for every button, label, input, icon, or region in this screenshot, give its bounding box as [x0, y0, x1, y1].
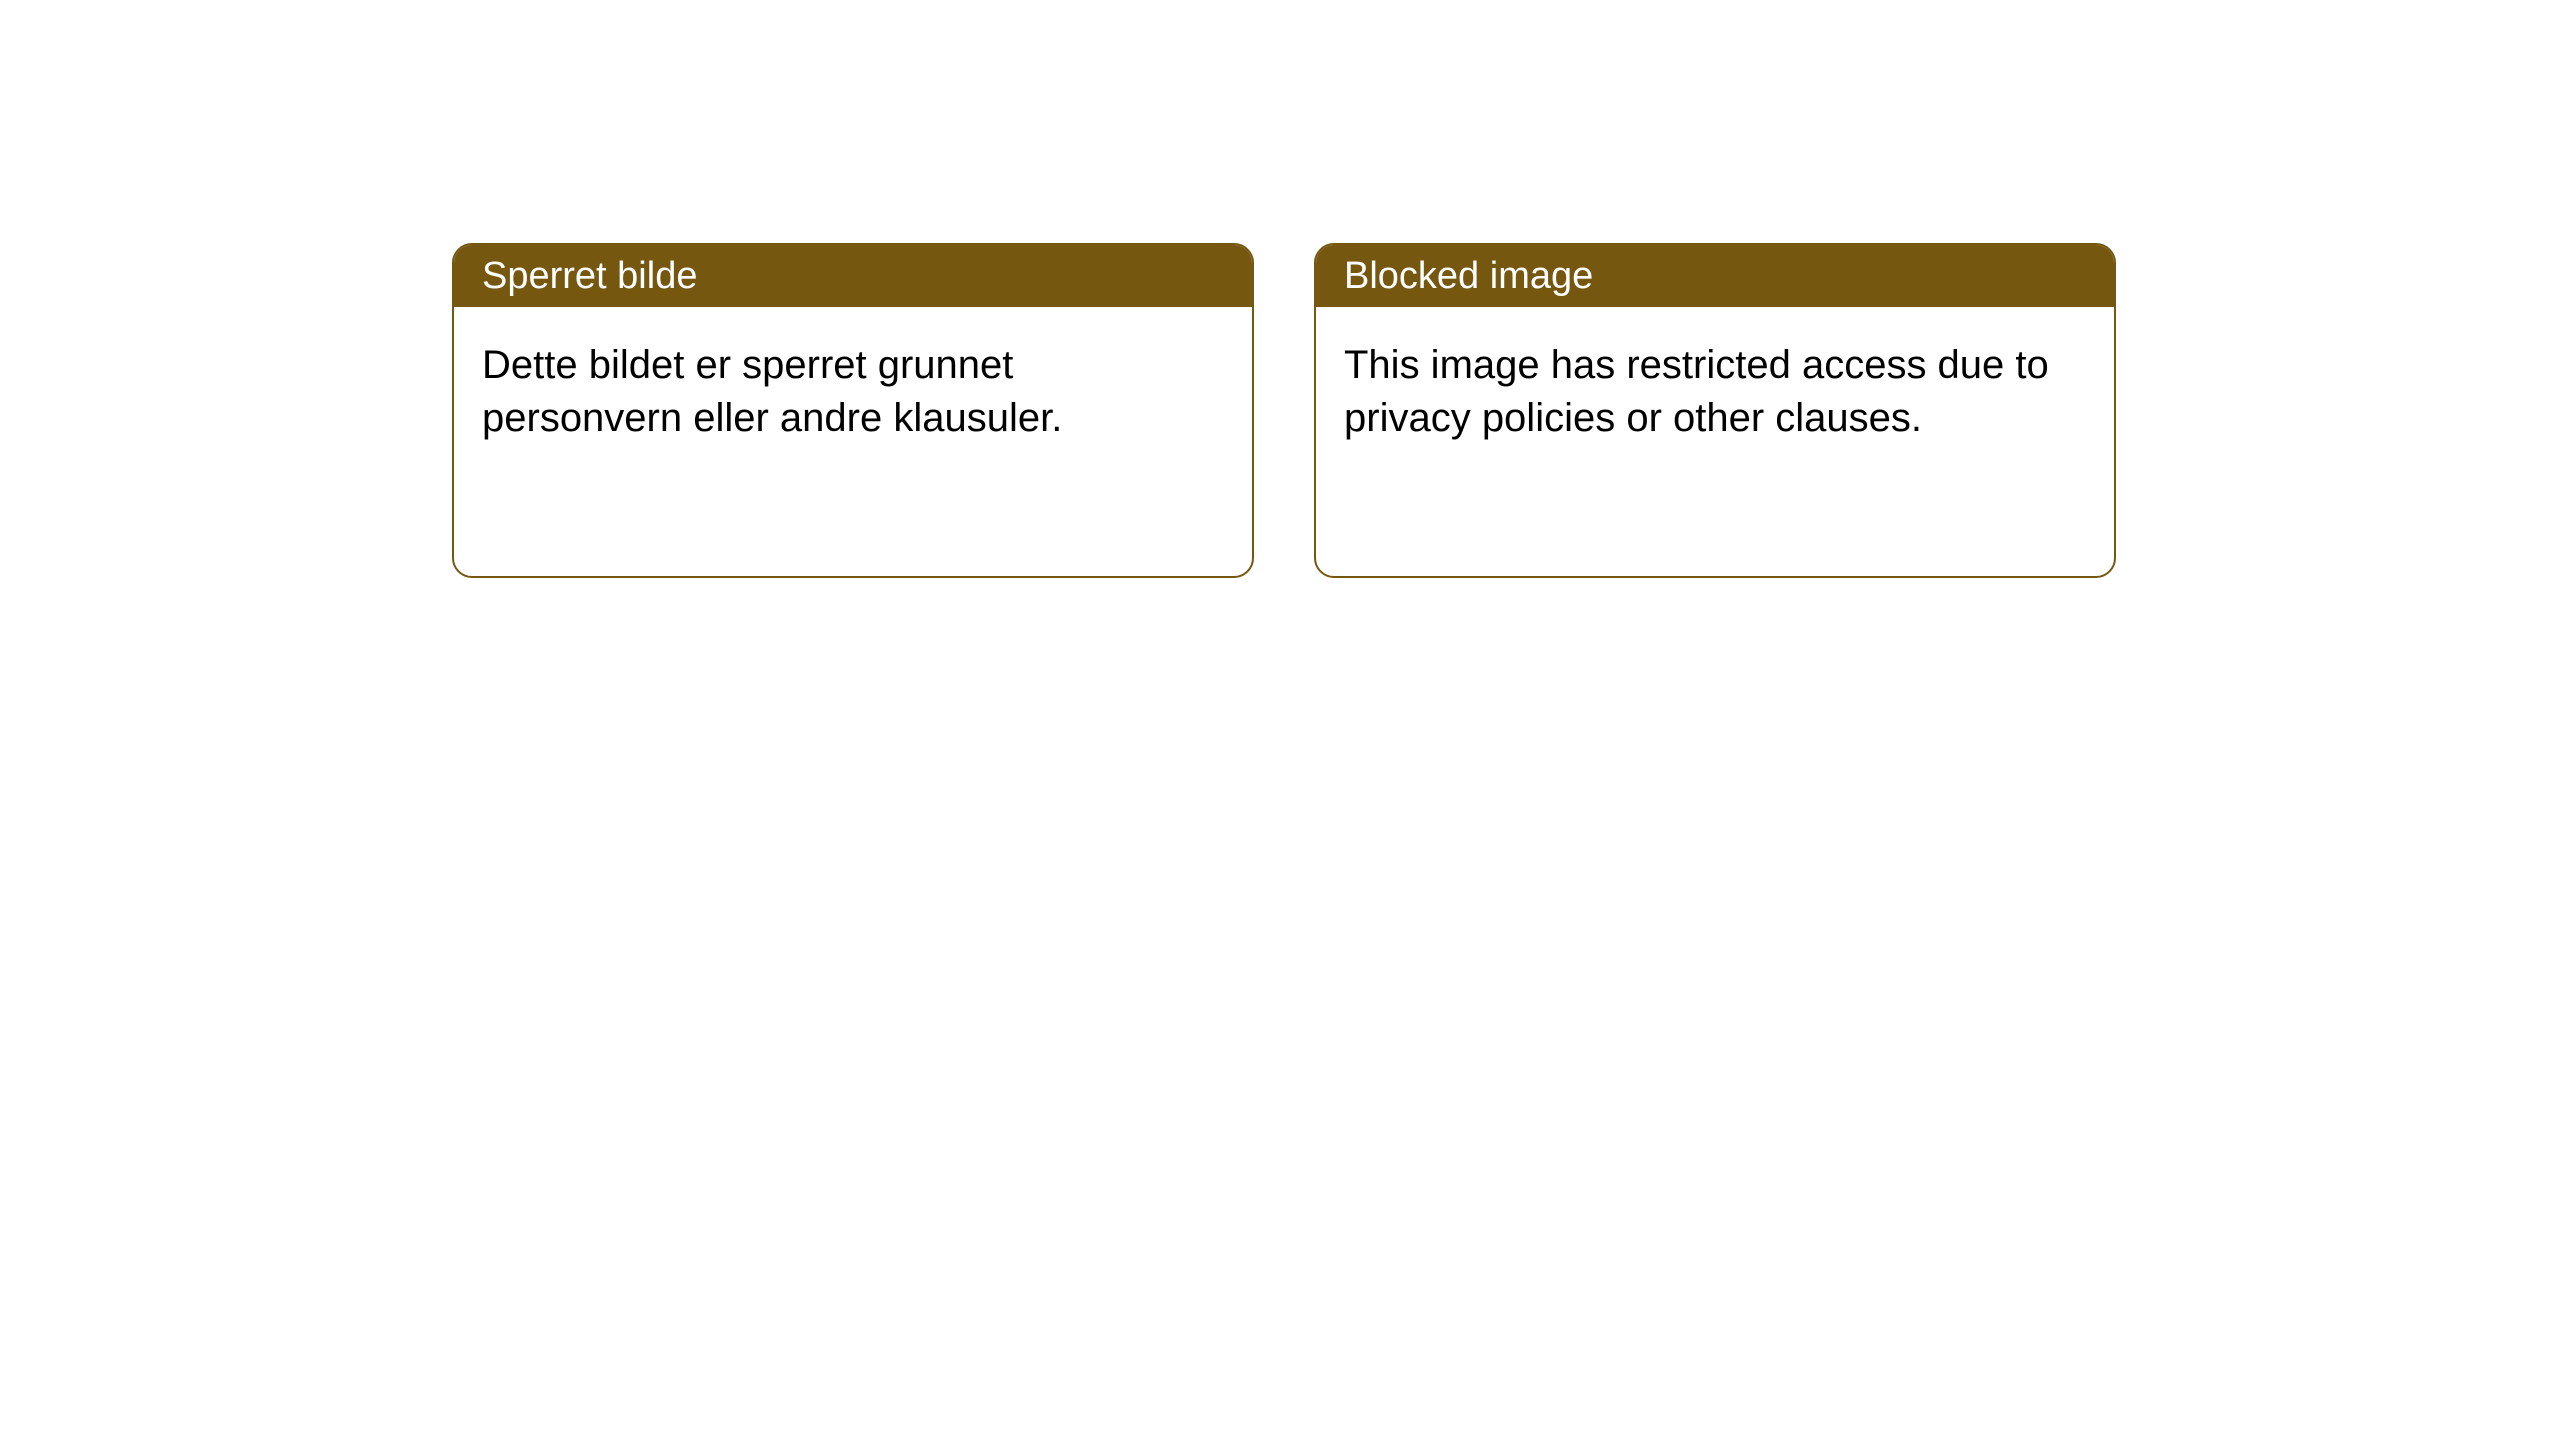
card-title: Sperret bilde: [482, 255, 697, 298]
card-body-text: This image has restricted access due to …: [1344, 343, 2049, 440]
blocked-image-card-en: Blocked image This image has restricted …: [1314, 243, 2116, 578]
card-header: Sperret bilde: [454, 245, 1252, 307]
card-body: This image has restricted access due to …: [1316, 307, 2114, 477]
card-container: Sperret bilde Dette bildet er sperret gr…: [0, 0, 2560, 578]
card-body-text: Dette bildet er sperret grunnet personve…: [482, 343, 1062, 440]
card-body: Dette bildet er sperret grunnet personve…: [454, 307, 1252, 477]
blocked-image-card-no: Sperret bilde Dette bildet er sperret gr…: [452, 243, 1254, 578]
card-header: Blocked image: [1316, 245, 2114, 307]
card-title: Blocked image: [1344, 255, 1593, 298]
